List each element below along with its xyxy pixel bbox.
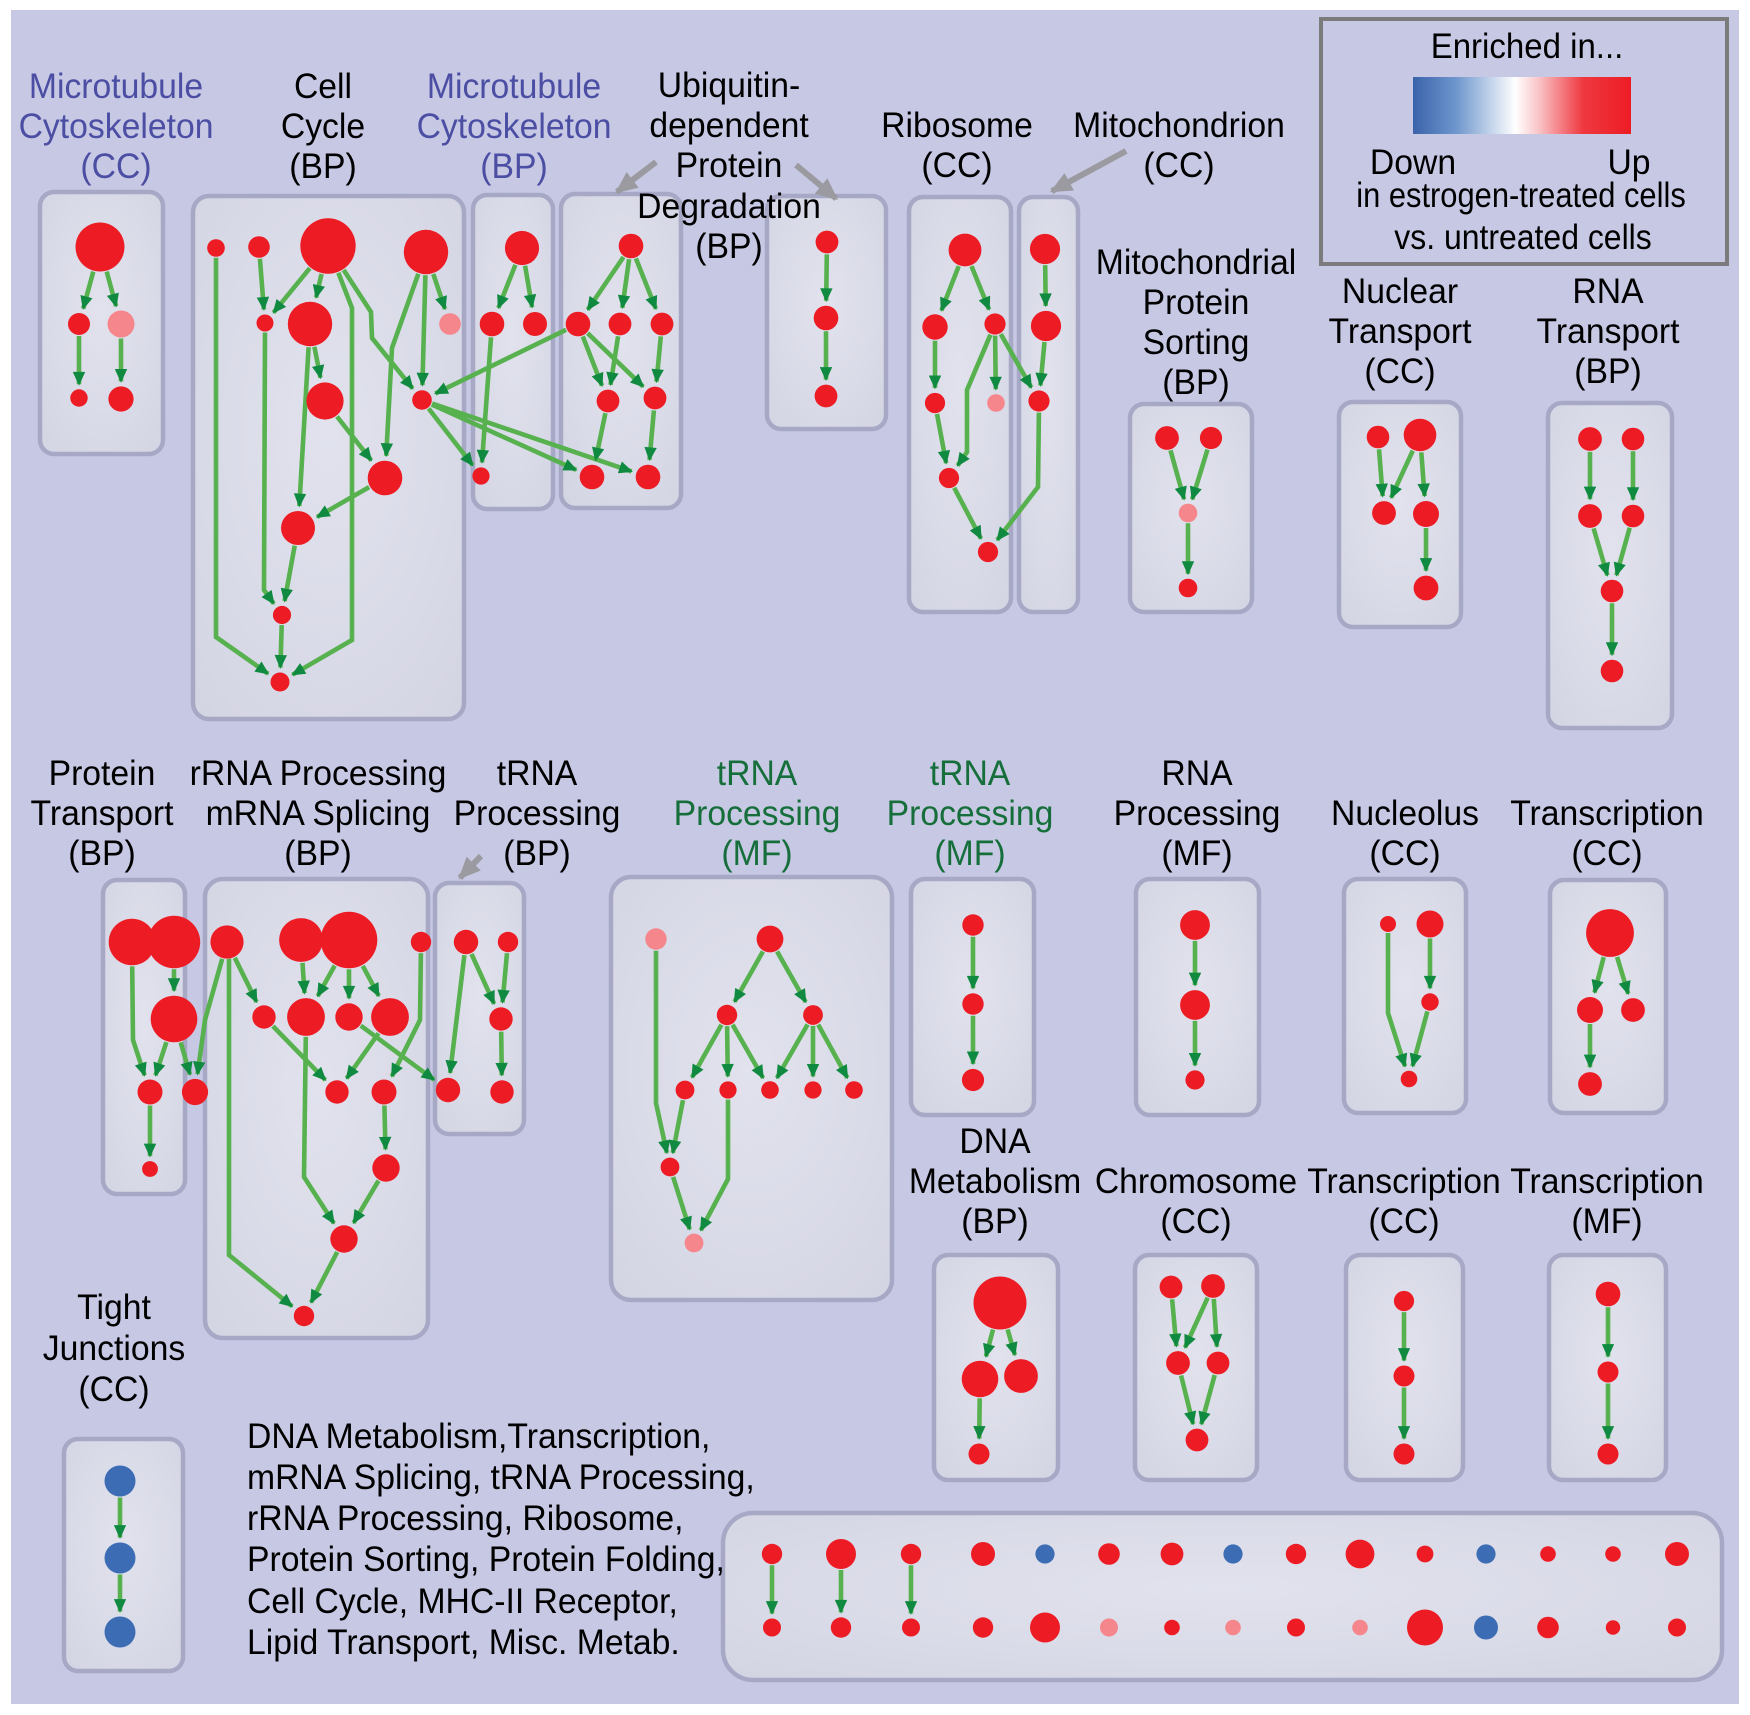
svg-text:(BP): (BP)	[289, 147, 356, 186]
svg-text:dependent: dependent	[649, 106, 809, 145]
svg-text:(CC): (CC)	[1571, 834, 1642, 873]
svg-text:Metabolism: Metabolism	[909, 1162, 1081, 1201]
svg-text:in estrogen-treated cells: in estrogen-treated cells	[1356, 176, 1686, 215]
svg-text:rRNA Processing, Ribosome,: rRNA Processing, Ribosome,	[247, 1499, 684, 1538]
svg-text:Cytoskeleton: Cytoskeleton	[19, 107, 214, 146]
svg-text:DNA: DNA	[959, 1122, 1031, 1161]
svg-text:Protein: Protein	[49, 754, 156, 793]
svg-text:Cell Cycle, MHC-II Receptor,: Cell Cycle, MHC-II Receptor,	[247, 1582, 678, 1621]
svg-text:(MF): (MF)	[1161, 834, 1232, 873]
svg-text:(BP): (BP)	[284, 834, 351, 873]
svg-text:Transport: Transport	[1328, 312, 1471, 351]
svg-text:Sorting: Sorting	[1143, 323, 1250, 362]
svg-text:(CC): (CC)	[921, 146, 992, 185]
svg-text:Mitochondrion: Mitochondrion	[1073, 106, 1285, 145]
svg-text:Protein Sorting, Protein Foldi: Protein Sorting, Protein Folding,	[247, 1540, 725, 1579]
svg-text:rRNA Processing: rRNA Processing	[190, 754, 447, 793]
svg-text:(CC): (CC)	[78, 1370, 149, 1409]
svg-text:Microtubule: Microtubule	[29, 67, 203, 106]
svg-text:Mitochondrial: Mitochondrial	[1096, 243, 1296, 282]
svg-text:mRNA Splicing: mRNA Splicing	[206, 794, 431, 833]
svg-text:Processing: Processing	[887, 794, 1054, 833]
svg-text:Cell: Cell	[294, 67, 352, 106]
svg-text:Processing: Processing	[454, 794, 621, 833]
svg-text:Junctions: Junctions	[43, 1329, 185, 1368]
svg-text:(CC): (CC)	[1368, 1202, 1439, 1241]
svg-text:Degradation: Degradation	[637, 187, 821, 226]
svg-text:Down: Down	[1370, 143, 1456, 182]
svg-text:Protein: Protein	[676, 146, 783, 185]
svg-text:Transcription: Transcription	[1510, 1162, 1704, 1201]
svg-text:(BP): (BP)	[1162, 363, 1229, 402]
svg-text:Processing: Processing	[1114, 794, 1281, 833]
svg-text:Transcription: Transcription	[1510, 794, 1704, 833]
svg-text:Enriched in...: Enriched in...	[1431, 27, 1624, 66]
svg-text:(BP): (BP)	[68, 834, 135, 873]
svg-text:(CC): (CC)	[80, 147, 151, 186]
svg-text:vs. untreated cells: vs. untreated cells	[1394, 217, 1651, 257]
svg-text:RNA: RNA	[1161, 754, 1233, 793]
svg-text:(BP): (BP)	[695, 227, 762, 266]
svg-text:Cycle: Cycle	[281, 107, 365, 146]
svg-text:Lipid Transport, Misc. Metab.: Lipid Transport, Misc. Metab.	[247, 1623, 680, 1662]
svg-text:(BP): (BP)	[480, 147, 547, 186]
svg-text:(BP): (BP)	[503, 834, 570, 873]
svg-text:Transport: Transport	[30, 794, 173, 833]
svg-text:(MF): (MF)	[721, 834, 792, 873]
svg-text:tRNA: tRNA	[497, 754, 578, 793]
svg-text:(CC): (CC)	[1369, 834, 1440, 873]
svg-text:tRNA: tRNA	[930, 754, 1011, 793]
svg-text:Ribosome: Ribosome	[881, 106, 1033, 145]
svg-text:(MF): (MF)	[1571, 1202, 1642, 1241]
svg-text:Nuclear: Nuclear	[1342, 272, 1458, 311]
svg-text:Transport: Transport	[1536, 312, 1679, 351]
svg-text:(CC): (CC)	[1160, 1202, 1231, 1241]
svg-text:Tight: Tight	[77, 1288, 151, 1327]
svg-text:mRNA Splicing, tRNA Processing: mRNA Splicing, tRNA Processing,	[247, 1458, 755, 1497]
svg-text:Chromosome: Chromosome	[1095, 1162, 1297, 1201]
svg-text:Cytoskeleton: Cytoskeleton	[417, 107, 612, 146]
svg-text:(BP): (BP)	[961, 1202, 1028, 1241]
svg-text:tRNA: tRNA	[717, 754, 798, 793]
svg-text:RNA: RNA	[1572, 272, 1644, 311]
svg-text:Processing: Processing	[674, 794, 841, 833]
svg-text:(CC): (CC)	[1364, 352, 1435, 391]
svg-text:(CC): (CC)	[1143, 146, 1214, 185]
svg-text:Nucleolus: Nucleolus	[1331, 794, 1479, 833]
svg-text:DNA Metabolism,Transcription,: DNA Metabolism,Transcription,	[247, 1417, 710, 1456]
svg-text:Ubiquitin-: Ubiquitin-	[658, 66, 800, 105]
svg-text:Microtubule: Microtubule	[427, 67, 601, 106]
svg-text:Transcription: Transcription	[1307, 1162, 1501, 1201]
svg-text:(MF): (MF)	[934, 834, 1005, 873]
svg-text:(BP): (BP)	[1574, 352, 1641, 391]
svg-text:Up: Up	[1607, 143, 1650, 182]
svg-text:Protein: Protein	[1143, 283, 1250, 322]
